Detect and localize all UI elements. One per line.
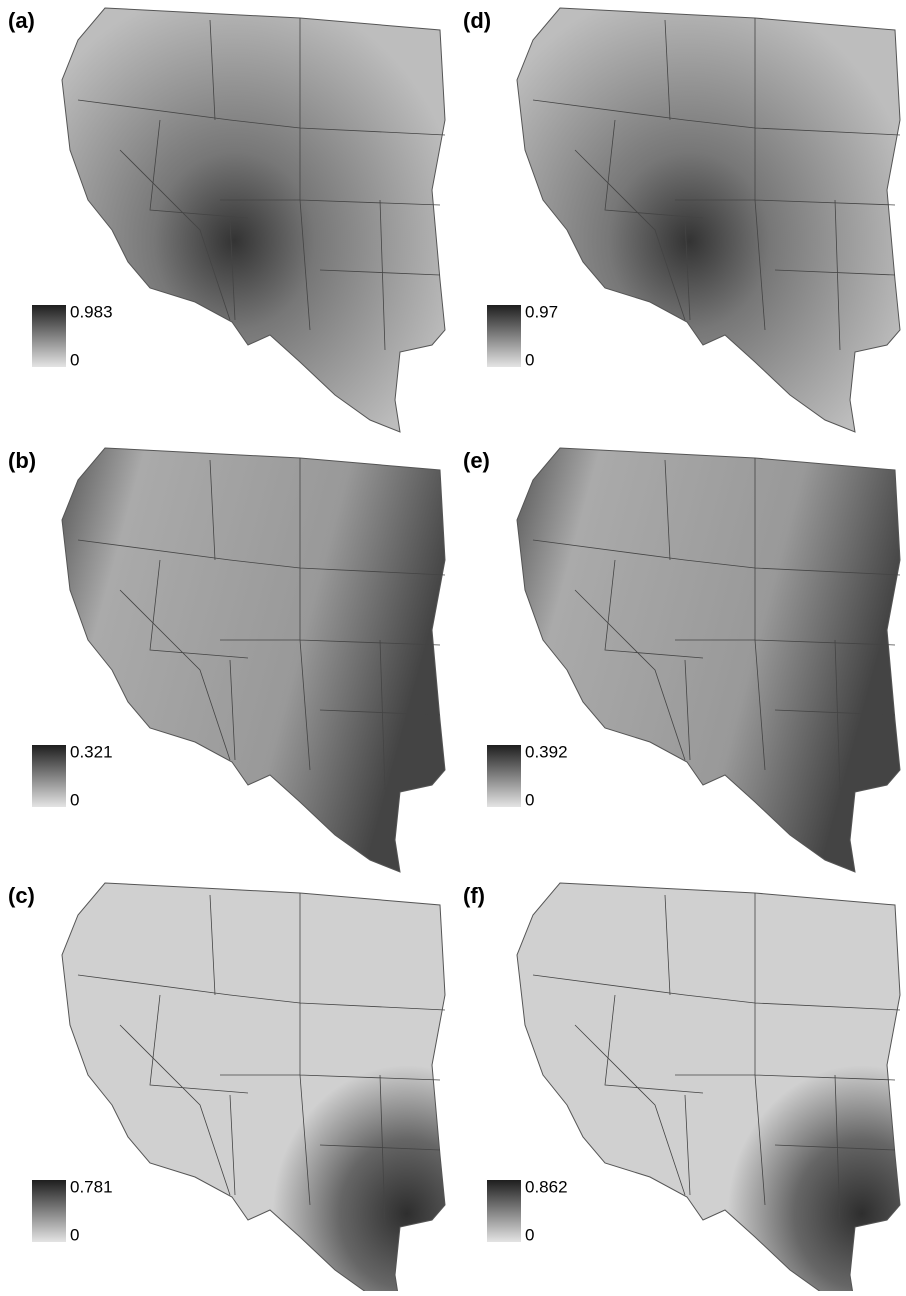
map-shape bbox=[62, 8, 445, 432]
legend-min: 0 bbox=[525, 1225, 534, 1244]
panel-label: (d) bbox=[463, 8, 491, 33]
page: {"panels": [ {"label": "(a)", "legend_ma… bbox=[0, 0, 906, 1291]
legend-max: 0.862 bbox=[525, 1177, 568, 1196]
legend-max: 0.781 bbox=[70, 1177, 113, 1196]
map-panel: (a) 0.983 0 bbox=[8, 8, 445, 432]
figure: (a) 0.983 0 (b) 0.321 0 (c) 0.781 0 (d) 0.97 0 (e) 0.… bbox=[0, 0, 906, 1291]
map-panel: (e) 0.392 0 bbox=[463, 448, 900, 872]
map-panel: (c) 0.781 0 bbox=[8, 883, 445, 1291]
map-shape bbox=[62, 448, 445, 872]
legend-ramp bbox=[32, 745, 66, 807]
panel-label: (c) bbox=[8, 883, 35, 908]
legend-max: 0.983 bbox=[70, 302, 113, 321]
panel-label: (f) bbox=[463, 883, 485, 908]
map-panel: (f) 0.862 0 bbox=[463, 883, 900, 1291]
map-panel: (b) 0.321 0 bbox=[8, 448, 445, 872]
legend-min: 0 bbox=[70, 1225, 79, 1244]
map-shape bbox=[517, 8, 900, 432]
map-shape bbox=[517, 448, 900, 872]
legend-min: 0 bbox=[525, 790, 534, 809]
panel-label: (b) bbox=[8, 448, 36, 473]
map-shape bbox=[517, 883, 900, 1291]
legend-ramp bbox=[487, 1180, 521, 1242]
legend-min: 0 bbox=[70, 790, 79, 809]
legend-min: 0 bbox=[70, 350, 79, 369]
map-panel: (d) 0.97 0 bbox=[463, 8, 900, 432]
legend-max: 0.321 bbox=[70, 742, 113, 761]
panel-label: (e) bbox=[463, 448, 490, 473]
legend-ramp bbox=[487, 305, 521, 367]
legend-ramp bbox=[32, 1180, 66, 1242]
legend-max: 0.97 bbox=[525, 302, 558, 321]
legend-min: 0 bbox=[525, 350, 534, 369]
legend-ramp bbox=[32, 305, 66, 367]
legend-ramp bbox=[487, 745, 521, 807]
legend-max: 0.392 bbox=[525, 742, 568, 761]
panel-label: (a) bbox=[8, 8, 35, 33]
map-shape bbox=[62, 883, 445, 1291]
